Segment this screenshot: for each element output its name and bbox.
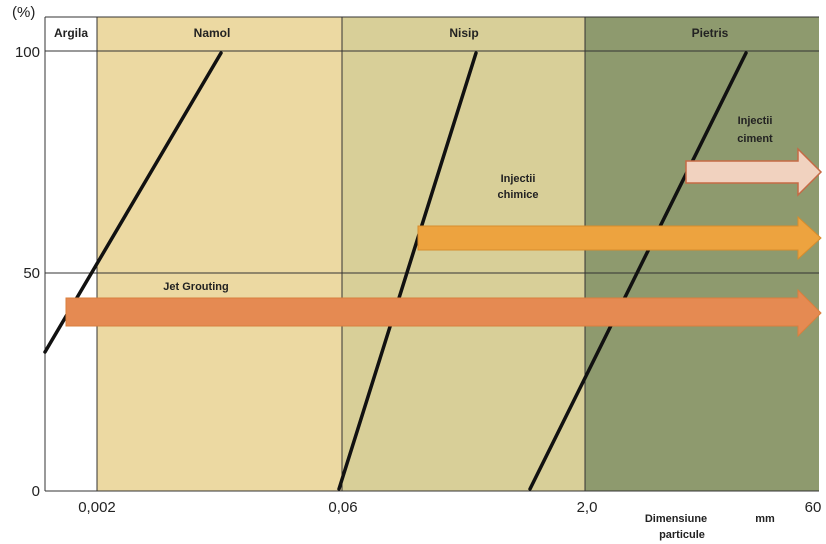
y-tick-100: 100 [15,44,40,61]
x-axis-label-line2: particule [659,529,705,541]
jet-grouting-arrow [65,288,822,338]
gradation-curve-2 [337,51,478,491]
zone-label-argila: Argila [54,26,88,40]
zone-label-pietris: Pietris [692,26,729,40]
zone-band-namol [97,17,342,491]
injectii-ciment-arrow [685,147,823,197]
zone-band-argila [45,17,97,491]
x-tick-2-0: 2,0 [577,499,598,516]
y-tick-50: 50 [23,265,40,282]
method-label-injectii-ciment-line1: Injectii [738,115,773,127]
method-label-injectii-chimice-line1: Injectii [501,173,536,185]
y-axis-unit: (%) [12,4,35,21]
zone-label-nisip: Nisip [449,26,478,40]
method-label-injectii-chimice-line2: chimice [498,189,539,201]
x-tick-60: 60 [805,499,822,516]
grid-lines [44,16,819,492]
y-tick-0: 0 [32,483,40,500]
zone-label-namol: Namol [194,26,231,40]
x-tick-0-06: 0,06 [328,499,357,516]
injectii-chimice-arrow [417,215,822,261]
zone-band-pietris [585,17,819,491]
method-label-injectii-ciment-line2: ciment [737,133,773,145]
gradation-curve-3 [528,51,748,491]
x-axis-label-line1: Dimensiune [645,513,707,525]
x-axis-unit: mm [755,513,775,525]
x-tick-0-002: 0,002 [78,499,116,516]
method-label-jet-grouting: Jet Grouting [163,281,228,293]
